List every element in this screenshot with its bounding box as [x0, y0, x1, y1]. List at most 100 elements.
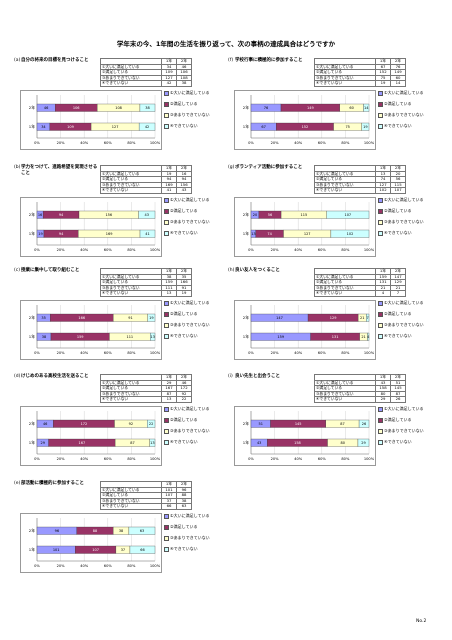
data-table: 1年 2年 ①大いに満足している 34 46 ②満足している 109 106 ③あまりできていな… — [100, 58, 192, 87]
legend-label: ②満足している — [384, 208, 412, 213]
data-label: 19 — [149, 316, 153, 320]
data-table: 1年 2年 ①大いに満足している 38 35 ②満足している 159 166 ③あまりできていな… — [100, 268, 192, 297]
bar-chart: 0% 20% 40% 60% 80% 100% 2年 51 145 87 26 1年 43 158 80 29 — [234, 406, 376, 466]
x-tick-label: 100% — [150, 351, 161, 355]
legend-item: ②満足している — [164, 311, 197, 317]
category-label: 2年 — [29, 105, 35, 110]
data-label: 43 — [145, 213, 149, 217]
legend-swatch — [378, 101, 383, 107]
data-label: 14 — [364, 106, 369, 110]
x-tick-label: 20% — [271, 248, 280, 252]
legend-swatch — [164, 101, 169, 107]
legend-label: ③あまりできていない — [384, 112, 424, 117]
table-cell-y1: 4 — [375, 290, 391, 297]
legend-item: ④できていない — [164, 230, 198, 236]
bar-chart-svg: 0% 20% 40% 60% 80% 100% 2年 51 145 87 26 1年 43 158 80 29 — [243, 411, 375, 461]
legend-item: ①大いに満足している — [378, 90, 423, 96]
x-tick-label: 20% — [57, 457, 66, 461]
x-tick-label: 100% — [150, 141, 161, 145]
question-title: 良い先生と出会うこと — [235, 374, 280, 379]
data-label: 91 — [128, 316, 132, 320]
data-label: 111 — [126, 335, 133, 339]
table-row: ②満足している 167 172 — [100, 385, 192, 392]
table-row: ①大いに満足している 43 51 — [314, 379, 406, 387]
legend-label: ③あまりできていない — [384, 219, 424, 224]
x-tick-label: 100% — [364, 351, 375, 355]
legend-swatch — [164, 428, 169, 434]
legend-label: ③あまりできていない — [170, 219, 210, 224]
x-tick-label: 40% — [294, 351, 303, 355]
data-label: 109 — [67, 125, 74, 129]
x-tick-label: 0% — [248, 457, 254, 461]
legend-item: ③あまりできていない — [378, 322, 424, 328]
legend-item: ①大いに満足している — [164, 513, 209, 519]
legend-label: ③あまりできていない — [170, 322, 210, 327]
table-cell-y1: 29 — [375, 396, 391, 403]
legend-swatch — [164, 197, 169, 203]
data-label: 88 — [93, 529, 97, 533]
legend-item: ④できていない — [164, 123, 198, 129]
bar-segment — [139, 229, 156, 238]
data-label: 38 — [42, 335, 46, 339]
x-tick-label: 100% — [364, 457, 375, 461]
x-tick-label: 40% — [80, 457, 89, 461]
x-tick-label: 20% — [271, 457, 280, 461]
x-tick-label: 20% — [57, 248, 66, 252]
x-tick-label: 40% — [294, 457, 303, 461]
category-label: 1年 — [29, 547, 35, 552]
table-cell-y1: 42 — [161, 80, 177, 87]
legend-swatch — [164, 300, 169, 306]
data-label: 127 — [112, 125, 119, 129]
category-label: 1年 — [243, 334, 249, 339]
legend-label: ③あまりできていない — [170, 112, 210, 117]
legend-label: ④できていない — [170, 439, 198, 444]
table-cell-y2: 91 — [176, 284, 192, 292]
data-label: 22 — [149, 422, 153, 426]
x-tick-label: 80% — [341, 248, 350, 252]
table-cell-y2: 21 — [390, 284, 406, 292]
question-label: (e) — [14, 481, 21, 486]
table-row: ②満足している 159 166 — [100, 279, 192, 286]
x-tick-label: 0% — [34, 457, 40, 461]
table-row: ④できていない 102 107 — [314, 187, 406, 194]
data-label: 101 — [53, 548, 60, 552]
bar-chart-svg: 0% 20% 40% 60% 80% 100% 2年 35 166 91 19 1年 38 159 111 1… — [29, 305, 161, 355]
data-label: 169 — [106, 232, 113, 236]
legend-swatch — [164, 513, 169, 519]
x-tick-label: 80% — [127, 141, 136, 145]
bar-segment — [361, 122, 370, 131]
legend-label: ①大いに満足している — [170, 513, 210, 518]
chart-panel: (b) 学力をつけて、進路希望を実現させること 1年 2年 ①大いに満足している 19 16… — [14, 165, 219, 260]
data-label: 172 — [81, 422, 88, 426]
table-header-row: 1年 2年 — [314, 268, 406, 275]
bar-segment — [326, 210, 370, 219]
bar-segment — [147, 313, 156, 322]
table-cell-y2: 87 — [390, 390, 406, 398]
chart-panel: (h) 良い友人をつくること 1年 2年 ①大いに満足している 159 147 ②満足している… — [228, 268, 433, 363]
category-label: 1年 — [29, 231, 35, 236]
legend-label: ①大いに満足している — [384, 197, 424, 202]
table-row: ③あまりできていない 87 92 — [100, 390, 192, 398]
table-cell-label: ④できていない — [100, 290, 162, 297]
data-label: 145 — [295, 422, 302, 426]
category-label: 1年 — [243, 440, 249, 445]
table-row: ①大いに満足している 101 96 — [100, 486, 192, 494]
legend-label: ③あまりできていない — [384, 428, 424, 433]
legend-swatch — [164, 546, 169, 552]
bar-chart: 0% 20% 40% 60% 80% 100% 2年 147 129 21 7 1年 159 131 21 4 — [234, 300, 376, 360]
chart-panel: (e) 部活動に積極的に参加すること 1年 2年 ①大いに満足している 101 96 ②満足し… — [14, 481, 219, 576]
bar-chart-svg: 0% 20% 40% 60% 80% 100% 2年 20 56 115 107 1年 13 74 127 1… — [243, 202, 375, 252]
bar-chart: 0% 20% 40% 60% 80% 100% 2年 16 94 156 43 1年 19 94 169 41 — [20, 197, 162, 257]
category-label: 1年 — [29, 124, 35, 129]
table-row: ④できていない 29 26 — [314, 396, 406, 403]
table-cell-y2: 26 — [390, 396, 406, 403]
x-tick-label: 80% — [127, 248, 136, 252]
legend-item: ③あまりできていない — [164, 428, 210, 434]
legend-swatch — [378, 123, 383, 129]
table-row: ④できていない 13 22 — [100, 396, 192, 403]
legend-item: ④できていない — [164, 546, 198, 552]
page-title: 学年末の今、1年間の生活を振り返って、次の事柄の達成具合はどうですか — [116, 40, 336, 48]
legend-item: ④できていない — [378, 230, 412, 236]
legend-swatch — [164, 112, 169, 118]
table-header-y2: 2年 — [390, 374, 406, 381]
